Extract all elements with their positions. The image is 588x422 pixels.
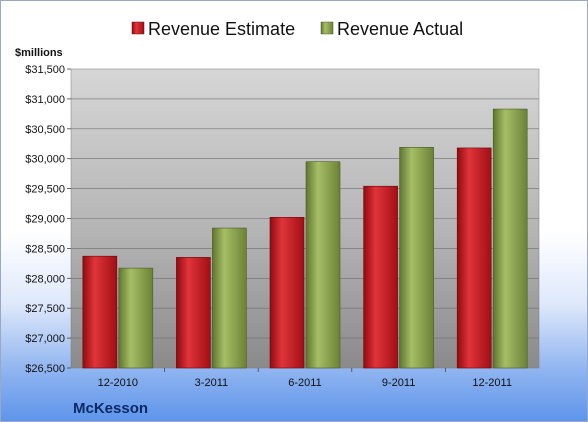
- x-tick-label: 12-2010: [98, 377, 138, 389]
- y-tick-label: $28,500: [25, 243, 65, 255]
- bar-actual-3-2011: [212, 227, 247, 369]
- y-tick-label: $31,500: [25, 64, 65, 76]
- bar-estimate-9-2011: [363, 185, 398, 369]
- legend-label-revenue-actual: Revenue Actual: [337, 19, 463, 39]
- y-tick-label: $28,000: [25, 273, 65, 285]
- y-tick-label: $30,000: [25, 154, 65, 166]
- y-tick-label: $30,500: [25, 124, 65, 136]
- legend-label-revenue-estimate: Revenue Estimate: [148, 19, 295, 39]
- bar-estimate-6-2011: [269, 217, 305, 369]
- bar-estimate-12-2011: [456, 147, 492, 369]
- y-tick-label: $29,000: [25, 214, 65, 226]
- legend: Revenue Estimate Revenue Actual: [131, 19, 463, 39]
- legend-swatch-revenue-estimate: [131, 21, 145, 35]
- bars: [82, 108, 528, 369]
- company-name: McKesson: [73, 400, 148, 417]
- bar-actual-12-2011: [492, 108, 528, 369]
- y-tick-label: $31,000: [25, 94, 65, 106]
- bar-actual-9-2011: [399, 147, 434, 369]
- bar-actual-6-2011: [305, 161, 341, 369]
- bar-estimate-3-2011: [176, 257, 211, 369]
- y-tick-label: $27,000: [25, 333, 65, 345]
- x-tick-label: 9-2011: [382, 377, 415, 389]
- x-axis-ticks: 12-2010 3-2011 6-2011 9-2011 12-2011: [98, 368, 512, 389]
- legend-swatch-revenue-actual: [320, 21, 334, 35]
- y-axis-ticks: $26,500 $27,000 $27,500 $28,000 $28,500 $29,0…: [25, 64, 71, 375]
- y-tick-label: $27,500: [25, 303, 65, 315]
- x-tick-label: 3-2011: [195, 377, 228, 389]
- y-tick-label: $29,500: [25, 184, 65, 196]
- bar-estimate-12-2010: [82, 255, 118, 369]
- bar-actual-12-2010: [118, 267, 154, 369]
- y-tick-label: $26,500: [25, 363, 65, 375]
- y-axis-unit-label: $millions: [15, 47, 63, 59]
- x-tick-label: 6-2011: [288, 377, 321, 389]
- x-tick-label: 12-2011: [472, 377, 512, 389]
